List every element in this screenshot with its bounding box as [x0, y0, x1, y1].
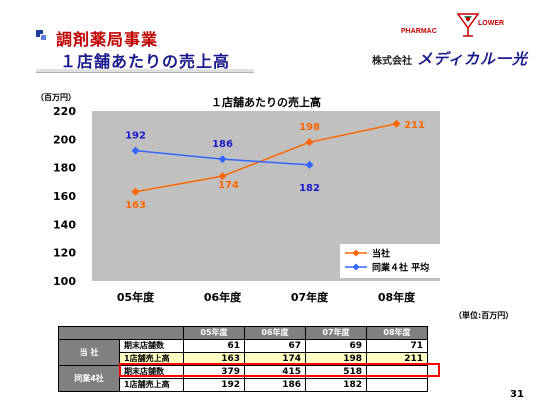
legend-label: 当社	[372, 248, 390, 260]
pharmacy-flower-logo-icon	[456, 13, 480, 37]
table-cell: 415	[244, 365, 306, 379]
data-point-marker	[392, 119, 401, 128]
table-cell: 174	[244, 352, 306, 366]
data-label: 198	[299, 122, 320, 133]
table-cell: 198	[305, 352, 367, 366]
data-label: 211	[404, 120, 425, 131]
y-tick-label: 200	[53, 133, 76, 146]
company-logo: 株式会社 メディカル一光	[372, 48, 528, 69]
table-unit-label: （単位:百万円）	[454, 311, 514, 320]
row-group-label: 当 社	[58, 339, 120, 366]
table-cell: 69	[305, 339, 367, 353]
legend-marker	[352, 263, 360, 271]
data-label: 174	[218, 180, 239, 191]
table-cell: 379	[183, 365, 245, 379]
data-point-marker	[131, 146, 140, 155]
data-label: 163	[125, 200, 146, 211]
y-tick-label: 100	[53, 275, 76, 288]
row-label: 期末店舗数	[119, 365, 184, 379]
table-row: 当 社 期末店舗数 61 67 69 71	[58, 339, 428, 366]
table-cell: 186	[244, 378, 306, 392]
data-table: 05年度 06年度 07年度 08年度 当 社 期末店舗数 61 67 69 7…	[58, 326, 428, 392]
x-tick-label: 07年度	[291, 290, 329, 304]
company-name: メディカル一光	[417, 50, 529, 68]
data-point-marker	[305, 138, 314, 147]
legend-box	[340, 244, 440, 278]
table-cell	[366, 365, 428, 379]
x-tick-label: 06年度	[204, 290, 242, 304]
data-point-marker	[305, 160, 314, 169]
sales-per-store-chart: （百万円） １店舗あたりの売上高 100 120 140 160 180 200 220 0…	[36, 92, 440, 304]
table-header-cell: 05年度	[183, 326, 245, 340]
data-point-marker	[218, 155, 227, 164]
table-header-cell: 07年度	[305, 326, 367, 340]
title-underline	[36, 69, 254, 73]
chart-title: １店舗あたりの売上高	[211, 95, 321, 109]
x-tick-label: 08年度	[378, 290, 416, 304]
table-row: 同業4社 期末店舗数 379 415 518	[58, 365, 428, 392]
table-cell: 211	[366, 352, 428, 366]
table-header-cell: 08年度	[366, 326, 428, 340]
logo-text-right: LOWER	[478, 20, 505, 27]
table-row: 1店舗売上高 192 186 182	[59, 378, 428, 392]
data-label: 186	[212, 139, 233, 150]
y-tick-label: 160	[53, 190, 76, 203]
company-prefix: 株式会社	[372, 56, 412, 67]
data-point-marker	[218, 172, 227, 181]
x-tick-label: 05年度	[117, 290, 155, 304]
table-cell: 518	[305, 365, 367, 379]
chart-unit-label: （百万円）	[36, 92, 76, 102]
table-header-row: 05年度 06年度 07年度 08年度	[58, 326, 428, 340]
row-label: 1店舗売上高	[119, 378, 184, 392]
y-tick-label: 220	[53, 105, 76, 118]
table-cell	[366, 378, 428, 392]
slide-title: 調剤薬局事業	[56, 30, 159, 49]
y-tick-label: 180	[53, 162, 76, 175]
table-corner	[58, 326, 184, 340]
page-number: 31	[510, 389, 524, 400]
table-cell: 67	[244, 339, 306, 353]
table-row-highlighted: 1店舗売上高 163 174 198 211	[59, 352, 428, 366]
table-cell: 61	[183, 339, 245, 353]
row-label: 1店舗売上高	[119, 352, 184, 366]
y-tick-label: 140	[53, 218, 76, 231]
table-cell: 192	[183, 378, 245, 392]
series-line	[135, 123, 397, 193]
data-point-marker	[131, 187, 140, 196]
table-cell: 182	[305, 378, 367, 392]
logo-text-left: PHARMAC	[401, 28, 437, 35]
title-bullet-icon	[36, 30, 48, 41]
data-label: 192	[125, 131, 146, 142]
data-label: 182	[299, 183, 320, 194]
legend-label: 同業４社 平均	[372, 262, 429, 274]
legend-marker	[352, 249, 360, 257]
table-header-cell: 06年度	[244, 326, 306, 340]
y-tick-label: 120	[53, 247, 76, 260]
table-cell: 163	[183, 352, 245, 366]
table-cell: 71	[366, 339, 428, 353]
row-label: 期末店舗数	[119, 339, 184, 353]
row-group-label: 同業4社	[58, 365, 120, 392]
slide-subtitle: １店舗あたりの売上高	[60, 52, 231, 71]
